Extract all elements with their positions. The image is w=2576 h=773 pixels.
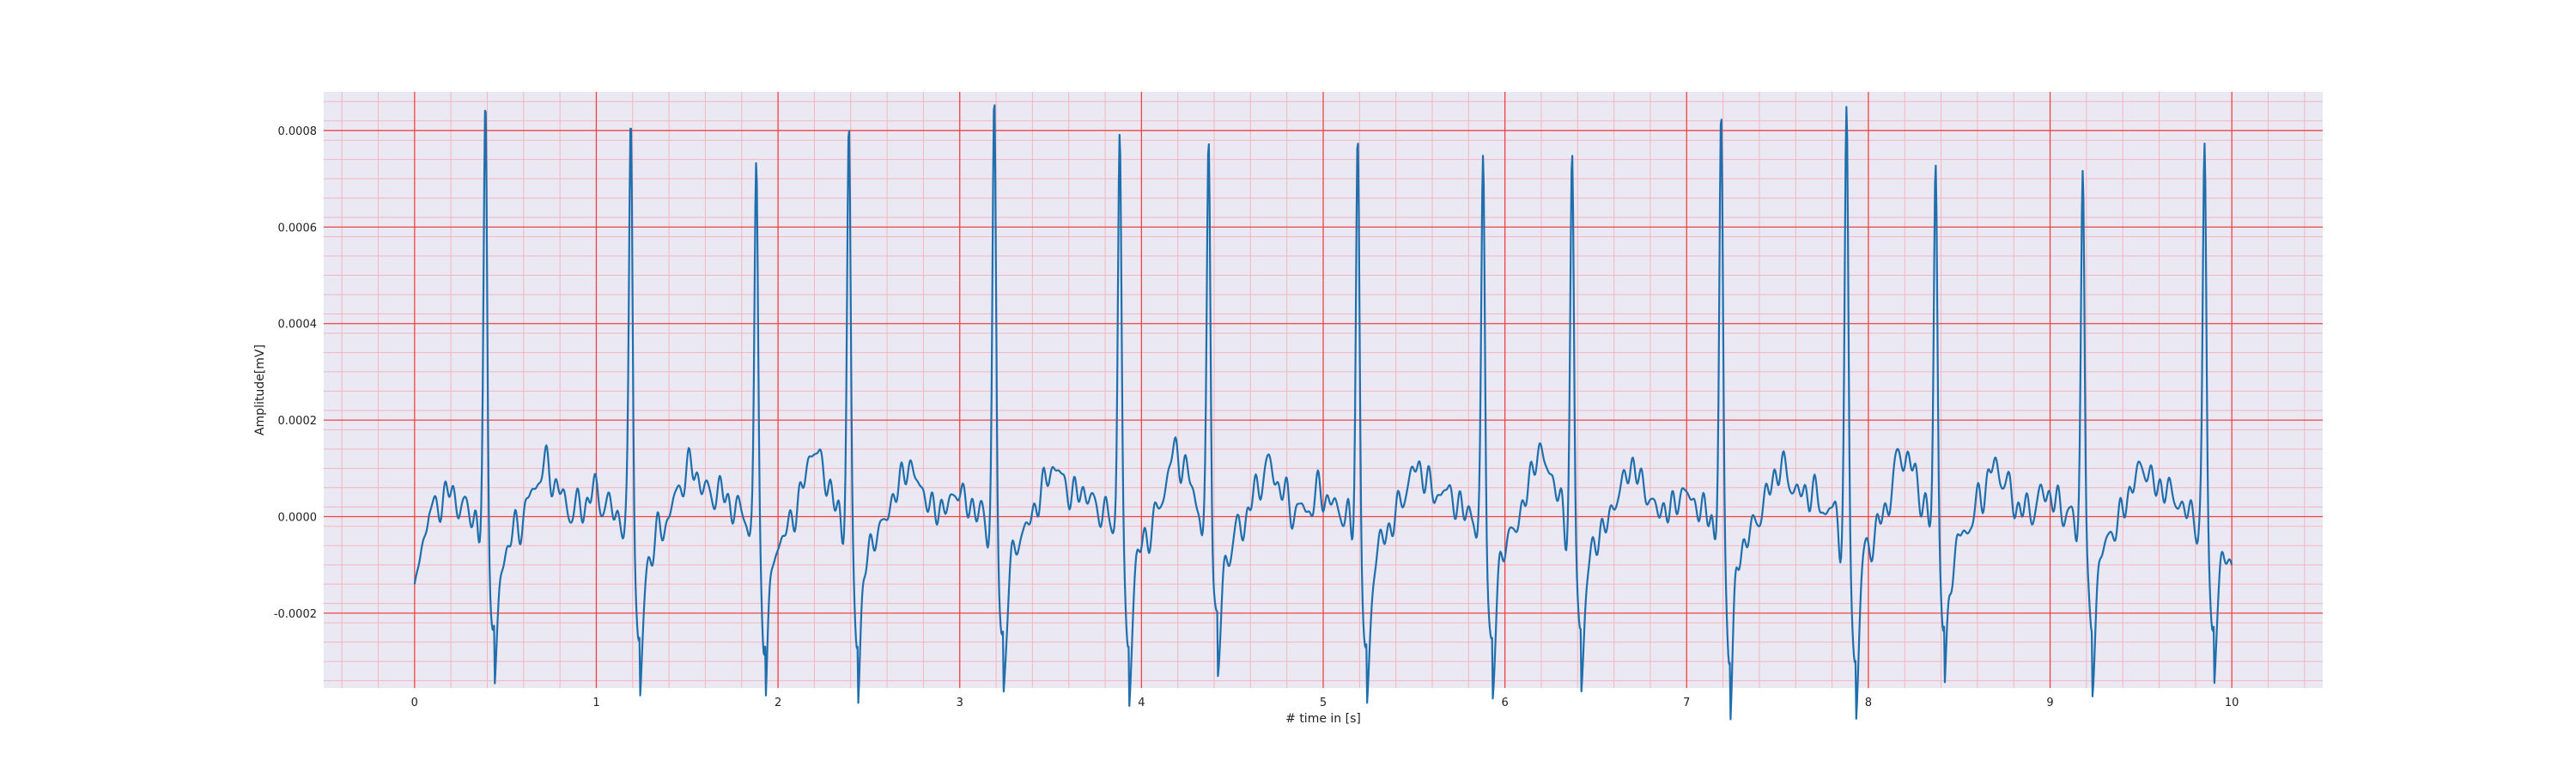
x-tick-label: 2 (775, 697, 781, 709)
y-tick-label: 0.0004 (278, 319, 318, 332)
x-tick-label: 1 (592, 697, 599, 709)
x-tick-label: 5 (1320, 697, 1327, 709)
x-axis-ticks: 0 1 2 3 4 5 6 7 8 9 10 (411, 697, 2239, 709)
x-tick-label: 7 (1683, 697, 1690, 709)
y-tick-label: 0.0006 (278, 222, 318, 234)
y-tick-label: 0.0008 (278, 125, 318, 138)
y-axis-ticks: -0.0002 0.0000 0.0002 0.0004 0.0006 0.0008 (274, 125, 317, 621)
y-tick-label: 0.0002 (278, 415, 318, 428)
x-tick-label: 6 (1501, 697, 1508, 709)
x-tick-label: 4 (1138, 697, 1145, 709)
y-tick-label: 0.0000 (278, 512, 318, 525)
y-axis-label: Amplitude[mV] (253, 344, 267, 435)
x-tick-label: 8 (1865, 697, 1872, 709)
ecg-series-line (413, 104, 2233, 721)
major-grid (324, 92, 2323, 688)
x-tick-label: 0 (411, 697, 418, 709)
x-tick-label: 10 (2225, 697, 2239, 709)
x-tick-label: 3 (957, 697, 963, 709)
y-tick-label: -0.0002 (274, 608, 317, 621)
series-group (413, 104, 2233, 721)
x-tick-label: 9 (2046, 697, 2053, 709)
x-axis-label: # time in [s] (1285, 712, 1361, 726)
